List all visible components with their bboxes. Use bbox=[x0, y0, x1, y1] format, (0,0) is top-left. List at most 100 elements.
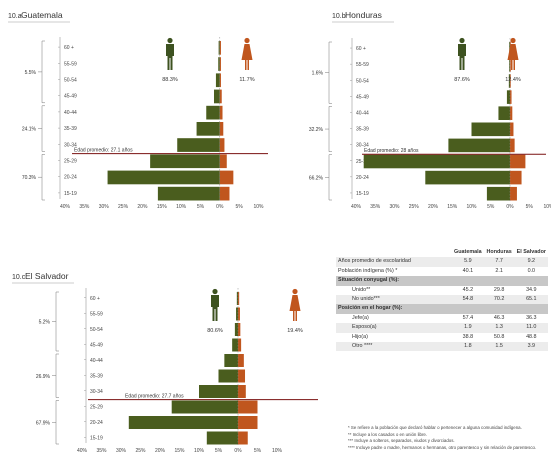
age-label: 45-49 bbox=[90, 342, 103, 348]
row-label: Jefe(a) bbox=[352, 314, 369, 321]
bar-indigenous bbox=[448, 138, 510, 153]
table-cell: 7.7 bbox=[483, 257, 515, 267]
table-row: Esposo(a) 1.9 1.3 11.0 bbox=[336, 323, 548, 333]
bar-indigenous bbox=[199, 385, 238, 398]
age-label: 55-59 bbox=[356, 62, 369, 68]
x-tick-label: 25% bbox=[135, 448, 146, 454]
pyramid-svg: 10.b Honduras 60 + 55-59 50-54 45-49 40-44 35-3… bbox=[309, 10, 551, 210]
bar-indigenous bbox=[206, 105, 220, 120]
bar-non-indigenous bbox=[238, 323, 241, 336]
bar-non-indigenous bbox=[219, 73, 221, 88]
row-label: Otro **** bbox=[336, 342, 453, 352]
female-figure-icon bbox=[241, 37, 253, 70]
x-tick-label: 0% bbox=[216, 204, 224, 210]
age-label: 20-24 bbox=[356, 175, 369, 181]
bar-indigenous bbox=[498, 106, 510, 120]
age-label: 15-19 bbox=[356, 191, 369, 197]
bar-indigenous bbox=[236, 292, 238, 305]
table-cell: 36.3 bbox=[526, 314, 537, 321]
age-label: 45-49 bbox=[64, 94, 77, 100]
bar-non-indigenous bbox=[238, 307, 240, 321]
bar-indigenous bbox=[224, 354, 238, 367]
male-figure-icon bbox=[166, 37, 174, 70]
table-cell: 45.2 bbox=[462, 286, 474, 293]
age-label: 40-44 bbox=[356, 110, 369, 116]
table-cell bbox=[483, 304, 515, 314]
age-label: 50-54 bbox=[90, 327, 103, 333]
bracket bbox=[55, 291, 59, 352]
footnote: * Se refiere a la población que declaró … bbox=[348, 425, 522, 430]
bar-indigenous bbox=[128, 416, 238, 429]
bracket-label: 24.1% bbox=[22, 127, 37, 133]
row-label: Posición en el hogar (%): bbox=[336, 304, 453, 314]
age-label: 40-44 bbox=[64, 110, 77, 116]
bar-indigenous bbox=[363, 154, 510, 169]
table-header: Honduras bbox=[486, 249, 512, 255]
x-tick-label: 25% bbox=[118, 204, 129, 210]
male-figure-head bbox=[459, 37, 465, 44]
row-label: Años promedio de escolaridad bbox=[336, 257, 453, 267]
table-cell: 1.5 bbox=[483, 342, 515, 352]
x-tick-label: 5% bbox=[254, 448, 262, 454]
pct-indigenous: 80.6% bbox=[207, 328, 223, 334]
bar-non-indigenous bbox=[238, 354, 244, 367]
chart-title: El Salvador bbox=[25, 271, 69, 281]
female-figure-icon bbox=[507, 37, 519, 70]
table-cell: 11.0 bbox=[514, 323, 548, 333]
x-tick-label: 15% bbox=[174, 448, 185, 454]
bar-non-indigenous bbox=[238, 369, 246, 383]
bracket-label: 32.2% bbox=[309, 127, 324, 133]
table-cell bbox=[514, 276, 548, 286]
row-label: Unido** bbox=[352, 286, 371, 293]
bar-non-indigenous bbox=[238, 292, 240, 305]
bar-indigenous bbox=[196, 122, 220, 136]
bracket bbox=[328, 41, 332, 104]
bracket bbox=[328, 154, 332, 201]
table-cell bbox=[452, 304, 484, 314]
footnote: ** Incluye a los casados o en unión libr… bbox=[348, 431, 428, 437]
bar-non-indigenous bbox=[510, 74, 511, 88]
bar-indigenous bbox=[471, 122, 510, 137]
x-tick-label: 5% bbox=[197, 204, 205, 210]
footnote: *** Incluye a solteros, separados, viudo… bbox=[348, 438, 455, 443]
bar-non-indigenous bbox=[510, 122, 514, 137]
chart-title-number: 10.b bbox=[332, 13, 346, 20]
row-label: Situación conyugal (%): bbox=[336, 276, 453, 286]
bar-indigenous bbox=[107, 170, 220, 185]
female-figure-head bbox=[510, 37, 516, 44]
pct-indigenous: 87.6% bbox=[454, 77, 470, 83]
age-label: 25-29 bbox=[356, 159, 369, 165]
x-tick-label: 30% bbox=[116, 448, 127, 454]
bar-non-indigenous bbox=[219, 170, 234, 185]
age-label: 20-24 bbox=[90, 420, 103, 426]
bracket bbox=[55, 400, 59, 445]
table-cell: 40.1 bbox=[462, 267, 474, 274]
x-tick-label: 20% bbox=[155, 448, 166, 454]
bracket-label: 5.5% bbox=[25, 70, 37, 76]
x-tick-label: 30% bbox=[389, 204, 400, 210]
row-label: Hijo(a) bbox=[352, 333, 368, 340]
table-row: Unido** 45.2 29.8 34.9 bbox=[336, 286, 548, 295]
x-tick-label: 10% bbox=[272, 448, 283, 454]
bar-non-indigenous bbox=[510, 138, 515, 153]
bar-indigenous bbox=[218, 41, 220, 55]
bar-indigenous bbox=[506, 90, 510, 104]
age-label: 55-59 bbox=[64, 61, 77, 67]
table-row: Jefe(a) 57.4 46.3 36.3 bbox=[336, 314, 548, 323]
age-label: 25-29 bbox=[90, 404, 103, 410]
pyramid-chart-el-salvador: 10.c El Salvador 60 + 55-59 50-54 45-49 40-44 3… bbox=[0, 255, 320, 470]
table-row: Años promedio de escolaridad 5.9 7.7 9.2 bbox=[336, 257, 548, 267]
bar-indigenous bbox=[215, 73, 220, 88]
x-tick-label: 40% bbox=[351, 204, 362, 210]
table-cell: 5.9 bbox=[452, 257, 484, 267]
bar-non-indigenous bbox=[238, 431, 248, 445]
x-tick-label: 10% bbox=[176, 204, 187, 210]
x-tick-label: 5% bbox=[487, 204, 495, 210]
table-header bbox=[336, 248, 452, 257]
summary-table: Guatemala Honduras El Salvador Años prom… bbox=[336, 248, 548, 352]
table-cell: 70.2 bbox=[483, 295, 515, 305]
bar-non-indigenous bbox=[219, 89, 222, 104]
bar-non-indigenous bbox=[510, 154, 526, 169]
female-figure-icon bbox=[289, 288, 301, 321]
table-cell bbox=[452, 276, 484, 286]
